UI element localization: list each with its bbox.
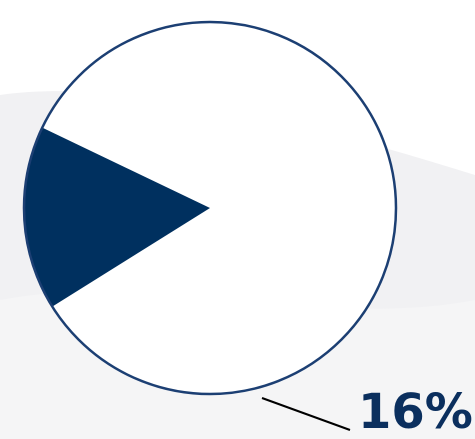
pie-slices xyxy=(24,21,396,394)
pie-slice-84 xyxy=(42,21,396,394)
pie-slice-16 xyxy=(24,127,211,307)
pie-outline xyxy=(22,20,398,396)
slice-label-16: 16% xyxy=(358,384,473,439)
leader-line xyxy=(261,397,351,431)
